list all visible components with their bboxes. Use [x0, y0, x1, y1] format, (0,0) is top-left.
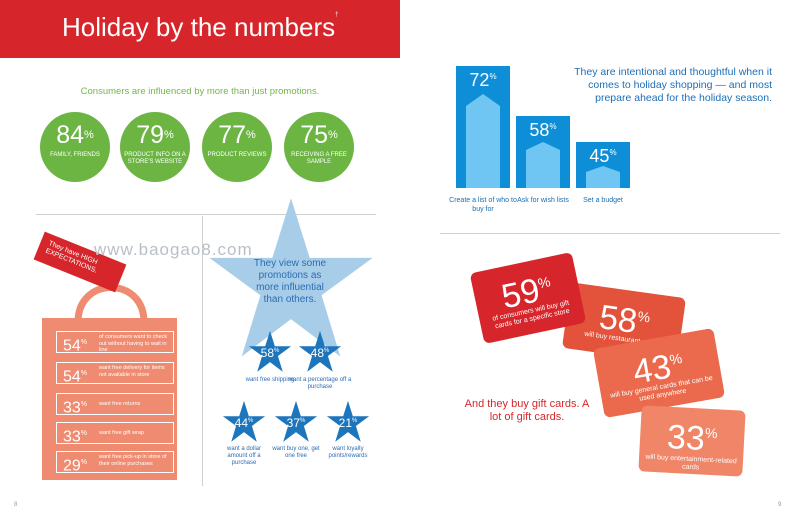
expectation-row: 33% want free gift wrap	[56, 422, 174, 446]
shopping-bag	[42, 318, 177, 480]
card-value: 33%	[666, 418, 718, 458]
star-label: want a dollar amount off a purchase	[226, 446, 262, 466]
page-title: Holiday by the numbers†	[62, 12, 339, 42]
row-text: want free delivery for items not availab…	[99, 365, 165, 378]
bar-label: Set a budget	[583, 197, 623, 204]
divider-right	[440, 233, 780, 234]
star-value: 48%	[310, 346, 330, 360]
row-percent: 33%	[63, 428, 88, 446]
big-star-icon	[209, 198, 373, 357]
stat-percent: 77%	[218, 121, 256, 149]
star-value: 37%	[286, 416, 306, 430]
stat-circle-product-info: 79% PRODUCT INFO ON A STORE'S WEBSITE	[120, 112, 190, 182]
influence-subtitle: Consumers are influenced by more than ju…	[80, 86, 320, 97]
row-text: want free pick-up in store of their onli…	[99, 454, 167, 467]
star-icon	[274, 400, 318, 442]
row-text: of consumers want to check out without h…	[99, 334, 168, 353]
star-icon	[222, 400, 266, 442]
expectation-row: 33% want free returns	[56, 393, 174, 417]
watermark-text: www.baogao8.com	[94, 240, 253, 259]
header-banner: Holiday by the numbers†	[0, 0, 400, 58]
stat-label: PRODUCT INFO ON A STORE'S WEBSITE	[124, 152, 186, 165]
bar-arrow-icon	[586, 166, 620, 188]
stat-circle-free-sample: 75% RECEIVING A FREE SAMPLE	[284, 112, 354, 182]
stat-percent: 84%	[56, 121, 94, 149]
star-label: want free shipping	[245, 377, 295, 383]
divider-horizontal	[36, 214, 376, 215]
divider-vertical	[202, 216, 203, 486]
row-text: want free returns	[99, 401, 141, 407]
bar-value: 58%	[529, 120, 557, 140]
bar-wish-lists: 58%	[516, 116, 570, 188]
stat-percent: 79%	[136, 121, 174, 149]
expectation-row: 54% of consumers want to check out witho…	[56, 331, 174, 355]
page-number-left: 8	[14, 502, 18, 508]
row-percent: 54%	[63, 337, 88, 355]
expectation-row: 54% want free delivery for items not ava…	[56, 362, 174, 386]
star-icon	[248, 330, 292, 372]
star-value: 44%	[234, 416, 254, 430]
row-percent: 54%	[63, 368, 88, 386]
bar-arrow-icon	[466, 94, 500, 188]
card-label: will buy entertainment-related cards	[645, 453, 737, 472]
stat-label: FAMILY, FRIENDS	[50, 152, 100, 158]
stat-circle-family: 84% FAMILY, FRIENDS	[40, 112, 110, 182]
stat-percent: 75%	[300, 121, 338, 149]
star-label: want buy one, get one free	[272, 446, 320, 459]
stat-label: RECEIVING A FREE SAMPLE	[291, 152, 347, 165]
row-percent: 29%	[63, 457, 88, 475]
bar-value: 72%	[469, 70, 497, 90]
bar-value: 45%	[589, 146, 617, 166]
bar-arrow-icon	[526, 142, 560, 188]
stat-label: PRODUCT REVIEWS	[207, 152, 267, 158]
page-number-right: 9	[778, 502, 782, 508]
stat-circle-reviews: 77% PRODUCT REVIEWS	[202, 112, 272, 182]
row-text: want free gift wrap	[99, 430, 144, 436]
star-label: want loyalty points/rewards	[328, 446, 368, 459]
bar-label: Ask for wish lists	[517, 197, 569, 204]
giftcard-text: And they buy gift cards. A lot of gift c…	[464, 398, 590, 423]
bar-budget: 45%	[576, 142, 630, 188]
promotions-headline: They view some promotions as more influe…	[253, 258, 327, 305]
star-icon	[298, 330, 342, 372]
planning-text: They are intentional and thoughtful when…	[574, 66, 772, 104]
star-value: 21%	[338, 416, 358, 430]
row-percent: 33%	[63, 399, 88, 417]
expectation-row: 29% want free pick-up in store of their …	[56, 451, 174, 475]
star-value: 58%	[260, 346, 280, 360]
giftcard-entertainment: 33% will buy entertainment-related cards	[638, 405, 746, 477]
bar-create-list: 72%	[456, 66, 510, 188]
bar-label: Create a list of who to buy for	[449, 197, 517, 213]
star-icon	[326, 400, 370, 442]
star-label: want a percentage off a purchase	[288, 377, 352, 390]
